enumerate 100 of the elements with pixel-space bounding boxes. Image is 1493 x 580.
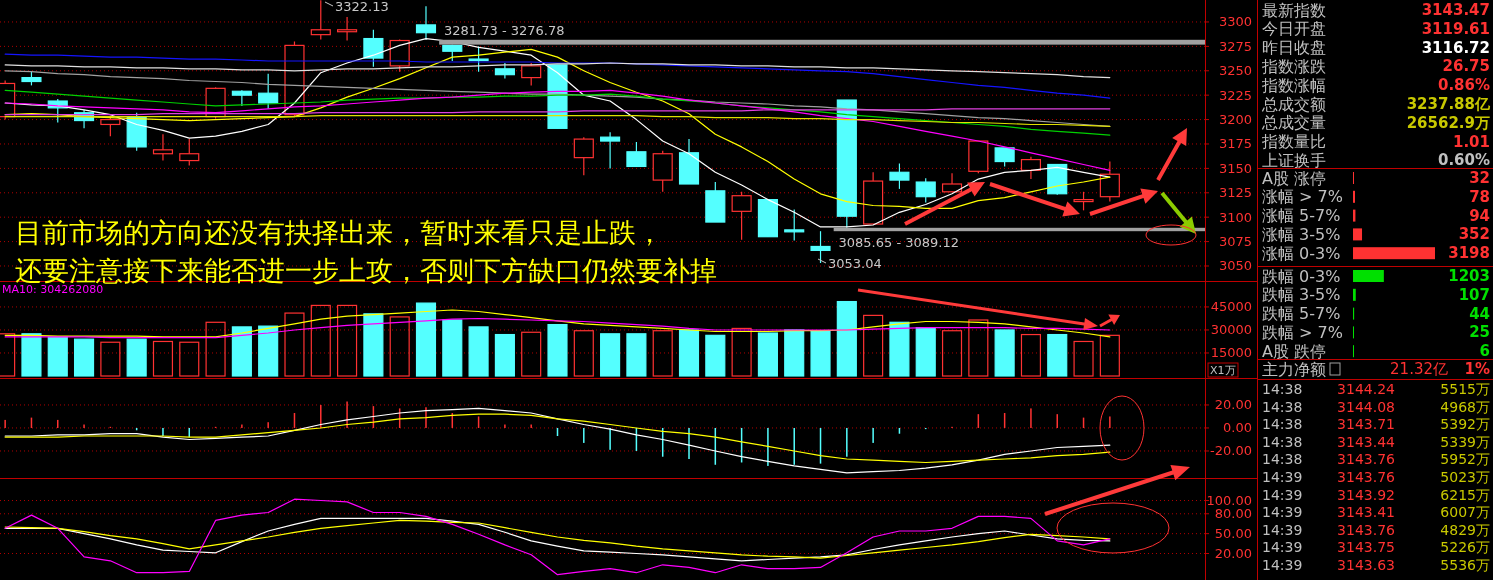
bar [968,319,989,377]
candlestick [179,138,200,167]
bar [547,323,568,377]
text: 14:39 [1262,539,1303,556]
text: 3116.72 [1421,38,1490,57]
text: 3143.75 [1337,539,1395,556]
bar [784,329,805,377]
bar [757,332,778,377]
y-tick-label: 15000 [1210,345,1252,361]
candlestick [1073,191,1094,211]
text: 0.60% [1437,151,1490,170]
bar [600,333,621,377]
text: 3144.08 [1337,398,1395,415]
data-label: 44 [1469,304,1490,323]
y-tick-label: -20.00 [1210,443,1252,459]
text: 1.01 [1452,132,1490,151]
y-tick-label: A股 涨停 [1262,168,1327,188]
text: 3144.24 [1337,381,1396,397]
annotation: 3322.13 [335,0,389,14]
bar [100,341,121,377]
y-tick-label: 涨幅 > 7% [1262,187,1343,207]
y-tick-label: 80.00 [1214,506,1252,522]
bar [1353,228,1363,241]
line-series [4,89,1111,136]
text: 1% [1464,360,1490,378]
candlestick [731,191,752,241]
bar [678,329,700,377]
text: 3143.92 [1337,486,1395,503]
text: 3143.71 [1337,416,1395,433]
line-series [4,498,1111,576]
text: 最新指数 [1262,0,1326,20]
y-tick-label: 跌幅 > 7% [1262,322,1343,342]
text: 3143.47 [1421,1,1490,19]
text: 昨日收盘 [1262,38,1326,58]
bar [442,319,463,377]
y-tick-label: 100.00 [1206,493,1252,509]
text: 6215万 [1440,486,1490,503]
y-tick-label: 45000 [1210,299,1252,315]
bar [521,331,542,377]
y-tick-label: 20.00 [1214,397,1252,413]
candlestick [941,172,963,193]
bar [652,330,673,377]
y-tick-label: 30000 [1210,322,1252,338]
bar [1353,270,1384,282]
candlestick [915,177,936,204]
bar [1353,247,1435,260]
text: 5226万 [1440,539,1490,556]
candlestick [521,62,542,87]
text: 指数涨跌 [1261,56,1326,76]
candlestick [1099,160,1120,203]
bar [363,313,384,377]
text: 3143.63 [1337,557,1395,573]
bar [205,321,226,377]
bar [1099,334,1120,377]
text: 14:39 [1262,469,1303,485]
text: 今日开盘 [1262,19,1326,39]
candlestick [468,45,489,73]
text: X1万 [1210,363,1236,377]
bar [705,334,726,377]
text: 14:39 [1262,521,1303,538]
bar [1353,288,1356,301]
y-tick-label: 涨幅 5-7% [1262,206,1341,226]
text: 5515万 [1440,381,1490,397]
text: 14:39 [1262,504,1303,521]
y-tick-label: 跌幅 5-7% [1262,304,1341,324]
y-tick-label: 50.00 [1214,526,1252,542]
candlestick [415,5,437,41]
y-tick-label: 3150 [1218,160,1252,176]
text: 5339万 [1440,433,1490,450]
y-tick-label: A股 跌停 [1262,341,1327,361]
bar [836,300,857,377]
text: 总成交量 [1261,113,1326,133]
bar [284,312,305,377]
candlestick [258,73,279,110]
y-tick-label: 跌幅 3-5% [1262,285,1341,305]
y-tick-label: 3300 [1218,14,1252,30]
text: 5023万 [1440,469,1490,485]
y-tick-label: 涨幅 3-5% [1262,224,1341,244]
bar [626,333,647,377]
y-tick-label: 3175 [1218,136,1252,152]
bar [1073,340,1094,377]
y-tick-label: 3100 [1218,209,1252,225]
line-series [4,62,1111,79]
candlestick [231,89,252,107]
text: 3143.44 [1337,433,1396,450]
bar [179,341,200,377]
bar [731,327,752,377]
text: 3237.88亿 [1406,95,1491,113]
y-tick-label: 3050 [1218,258,1252,274]
candlestick [573,136,594,176]
candlestick [889,162,910,190]
text: 6007万 [1440,504,1490,521]
line-series [4,309,1111,338]
data-label: 107 [1458,285,1490,304]
text: 主力净额 [1262,359,1326,379]
bar [994,329,1015,377]
data-label: 1203 [1448,267,1490,285]
text: 总成交额 [1261,94,1326,114]
text: 14:38 [1262,381,1303,397]
y-tick-label: 3200 [1218,112,1252,128]
